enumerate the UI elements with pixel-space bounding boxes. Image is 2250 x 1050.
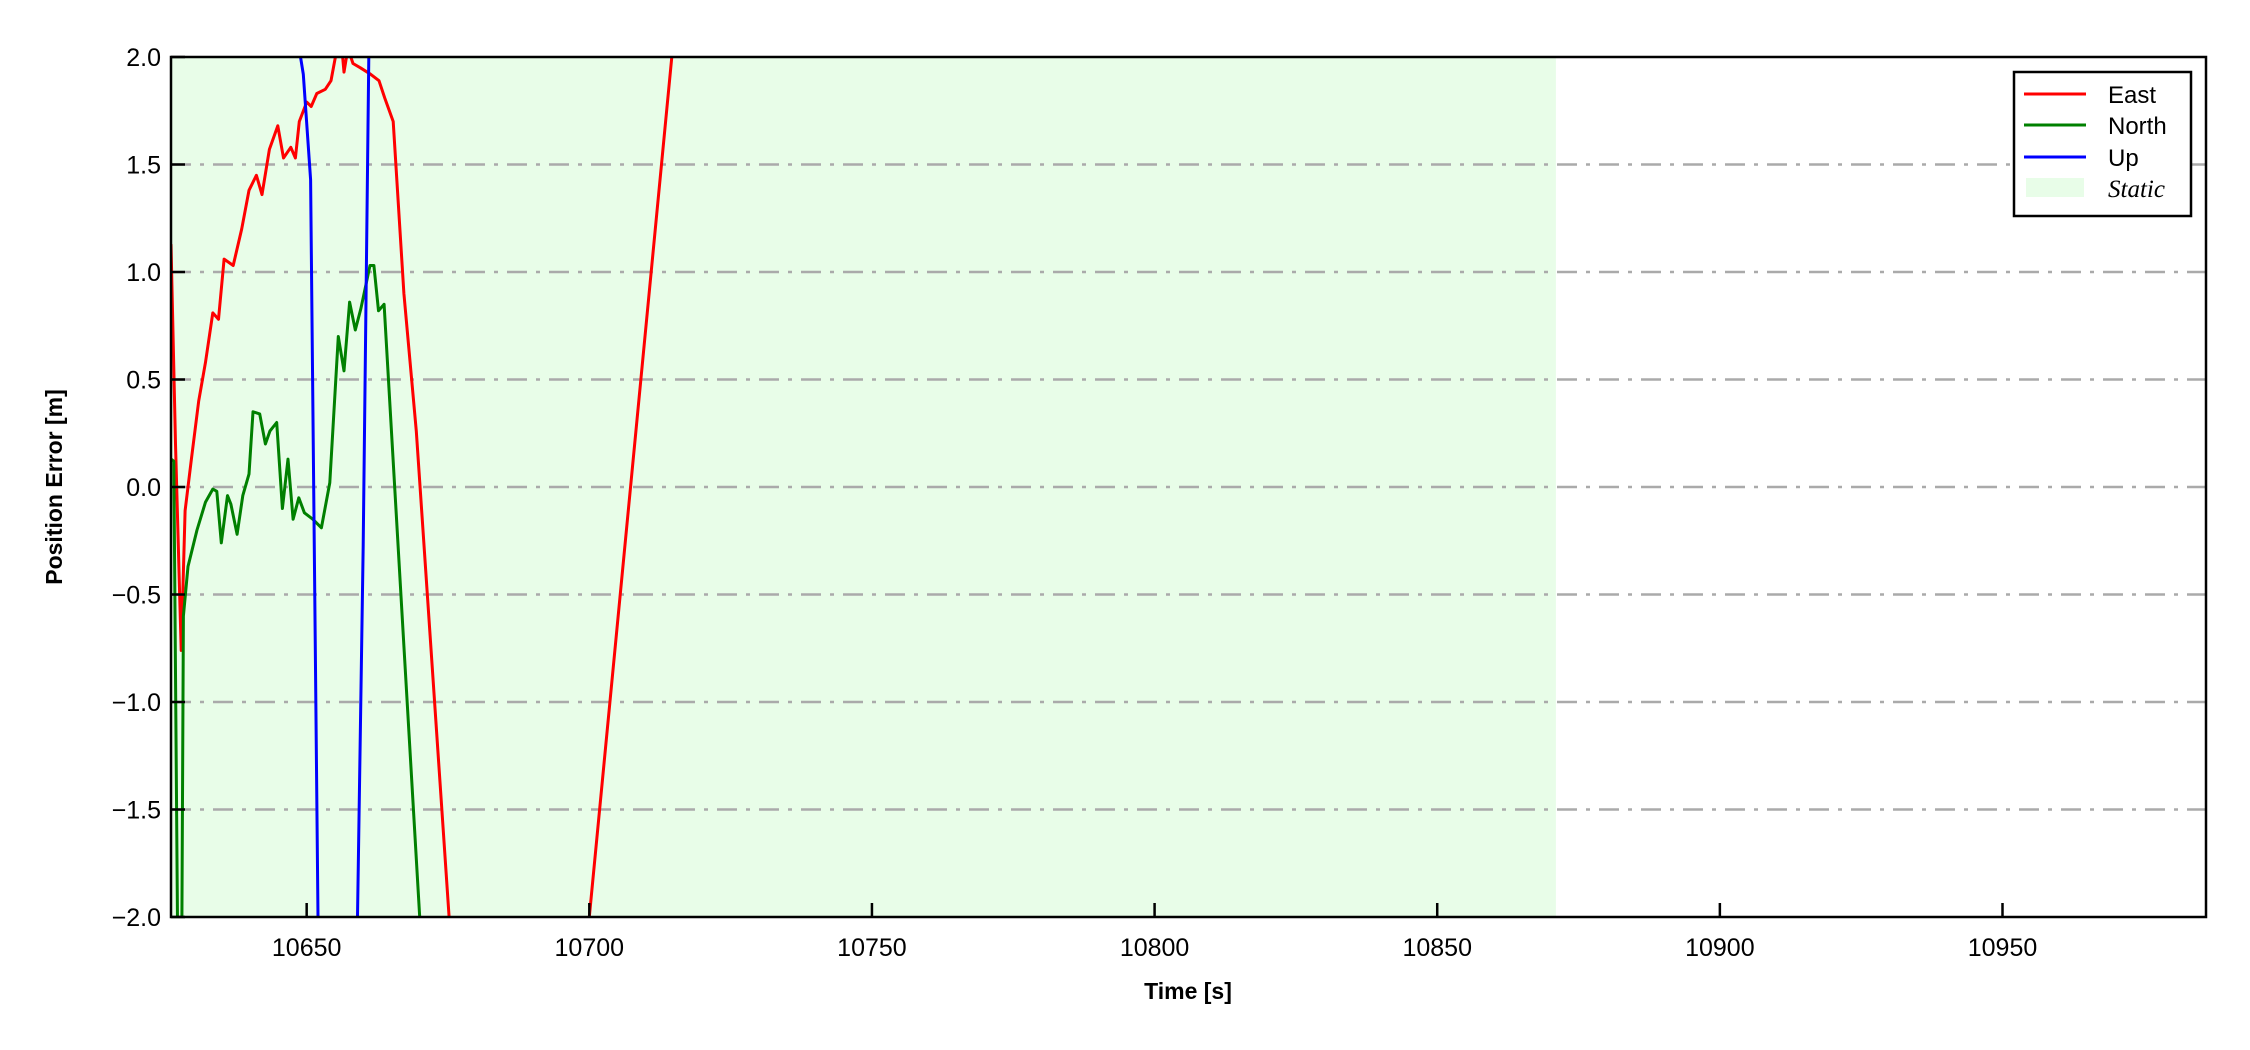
y-tick-label: 1.5 (126, 152, 161, 180)
x-tick-label: 10750 (837, 934, 907, 962)
y-tick-label: 0.0 (126, 474, 161, 502)
x-tick-label: 10900 (1685, 934, 1755, 962)
legend-static-label: Static (2108, 176, 2165, 203)
y-tick-label: −1.5 (112, 797, 161, 825)
series-line-east (171, 57, 674, 917)
y-tick-label: −2.0 (112, 904, 161, 932)
x-axis-label: Time [s] (1144, 978, 1232, 1004)
legend-static-swatch (2026, 178, 2084, 197)
y-tick-label: 0.5 (126, 367, 161, 395)
x-tick-label: 10650 (272, 934, 342, 962)
x-tick-label: 10700 (555, 934, 625, 962)
legend: East North Up Static (2012, 70, 2193, 218)
series-group (171, 57, 674, 917)
series-line-north (171, 264, 422, 917)
y-tick-label: 2.0 (126, 44, 161, 72)
grid-lines (171, 163, 2206, 811)
legend-up-label: Up (2108, 145, 2139, 172)
legend-east-label: East (2108, 82, 2156, 109)
legend-north-label: North (2108, 113, 2167, 140)
x-tick-label: 10800 (1120, 934, 1190, 962)
x-tick-label: 10950 (1968, 934, 2038, 962)
y-axis-label: Position Error [m] (41, 389, 67, 585)
y-tick-label: −0.5 (112, 582, 161, 610)
series-line-up (299, 57, 371, 917)
y-tick-label: −1.0 (112, 689, 161, 717)
static-region-shading (171, 57, 1556, 917)
axis-ticks: 2.0 1.5 1.0 0.5 0.0 −0.5 −1.0 −1.5 −2.0 10650 1070… (112, 44, 2038, 962)
x-tick-label: 10850 (1402, 934, 1472, 962)
y-tick-label: 1.0 (126, 259, 161, 287)
